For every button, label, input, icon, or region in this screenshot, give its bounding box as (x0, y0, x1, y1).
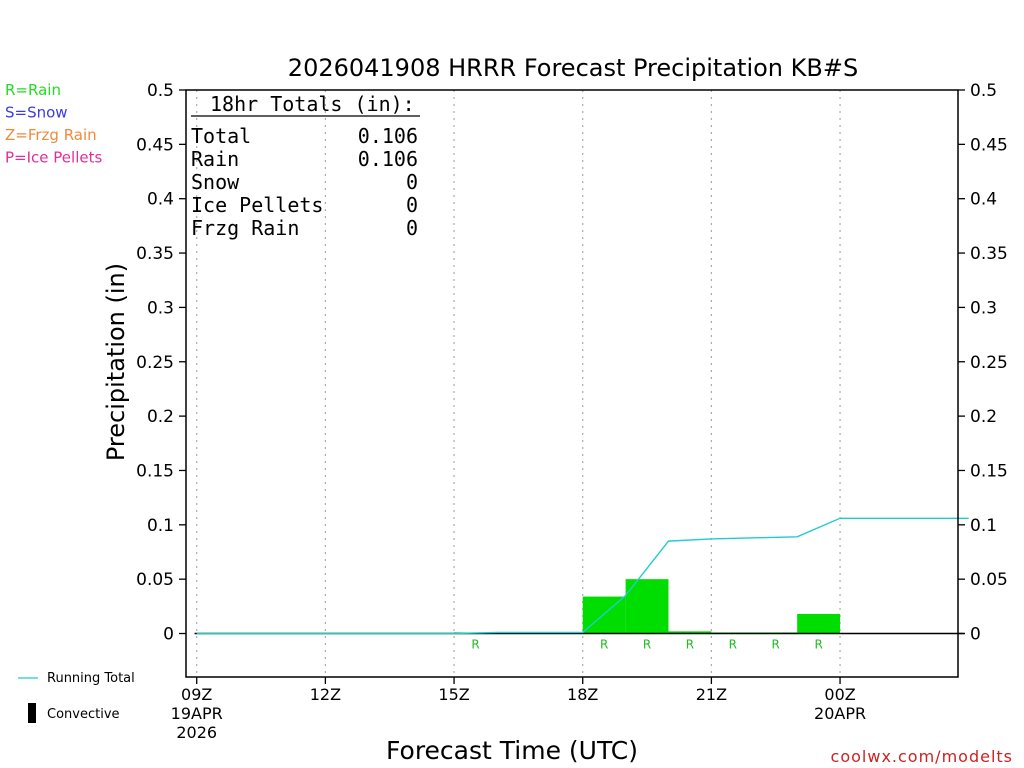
x-tick-label: 18Z (567, 685, 598, 704)
y-axis-left: 0 0.05 0.1 0.15 0.2 0.25 0.3 0.35 0.4 0.45 0.5 (136, 81, 186, 645)
convective-swatch (28, 703, 36, 723)
precip-bar-h12 (668, 631, 712, 634)
y-tick-label-left: 0.15 (136, 461, 174, 481)
totals-row-label: Ice Pellets (191, 193, 323, 217)
running-total-line (196, 517, 969, 635)
totals-row-value: 0.106 (358, 147, 418, 171)
precip-bar-h15 (797, 613, 841, 634)
running-total-legend-label: Running Total (47, 671, 135, 686)
totals-row-value: 0 (406, 193, 418, 217)
y-tick-label-left: 0.1 (147, 516, 174, 536)
grid-lines (196, 90, 841, 677)
y-tick-label-right: 0.45 (970, 135, 1008, 155)
y-tick-label-right: 0.5 (970, 81, 997, 101)
totals-row-label: Snow (191, 170, 240, 194)
hourly-bars (454, 579, 841, 634)
bottom-legend: Running Total Convective (18, 671, 135, 723)
y-tick-label-right: 0.05 (970, 570, 1008, 590)
type-legend-item: P=Ice Pellets (5, 149, 102, 167)
precip-type-code: R (814, 638, 822, 652)
precip-type-legend: R=Rain S=Snow Z=Frzg Rain P=Ice Pellets (5, 81, 102, 167)
y-tick-label-right: 0.4 (970, 190, 997, 210)
y-tick-label-right: 0.35 (970, 244, 1008, 264)
type-legend-item: Z=Frzg Rain (5, 126, 97, 144)
y-tick-label-right: 0.1 (970, 516, 997, 536)
precip-type-code: R (686, 638, 694, 652)
site-credit: coolwx.com/modelts (831, 747, 1013, 766)
x-tick-label: 09Z (181, 685, 212, 704)
y-tick-label-left: 0.05 (136, 570, 174, 590)
precip-type-code: R (772, 638, 780, 652)
totals-row-value: 0 (406, 216, 418, 240)
precip-bar-h10 (582, 596, 626, 634)
totals-row-label: Frzg Rain (191, 216, 299, 240)
x-tick-label: 12Z (310, 685, 341, 704)
convective-legend-label: Convective (47, 707, 120, 722)
x-axis-label: Forecast Time (UTC) (386, 736, 638, 765)
y-tick-label-right: 0 (970, 625, 981, 645)
y-tick-label-left: 0.3 (147, 298, 174, 318)
y-tick-label-left: 0.25 (136, 353, 174, 373)
y-tick-label-left: 0.35 (136, 244, 174, 264)
precip-type-code: R (600, 638, 608, 652)
totals-heading: 18hr Totals (in): (210, 92, 415, 116)
x-tick-date-label: 20APR (814, 704, 866, 723)
chart-title: 2026041908 HRRR Forecast Precipitation K… (288, 54, 858, 82)
totals-row-label: Rain (191, 147, 239, 171)
x-tick-label: 21Z (696, 685, 727, 704)
precip-bar-h11 (625, 579, 669, 634)
totals-rows: Total 0.106 Rain 0.106 Snow 0 Ice Pellets 0 Frzg… (191, 124, 418, 240)
x-tick-label: 15Z (438, 685, 469, 704)
y-tick-label-right: 0.2 (970, 407, 997, 427)
plot-frame (185, 89, 959, 678)
type-legend-item: R=Rain (5, 81, 61, 99)
y-tick-label-left: 0 (163, 625, 174, 645)
y-tick-label-right: 0.25 (970, 353, 1008, 373)
precip-type-code: R (643, 638, 651, 652)
x-tick-year-label: 2026 (176, 723, 217, 742)
totals-table: 18hr Totals (in): Total 0.106 Rain 0.106 Sno… (191, 92, 420, 240)
x-tick-label: 00Z (824, 685, 855, 704)
totals-row-value: 0.106 (358, 124, 418, 148)
type-legend-item: S=Snow (5, 104, 68, 122)
y-axis-label: Precipitation (in) (102, 263, 130, 461)
y-tick-label-right: 0.15 (970, 461, 1008, 481)
precip-type-code: R (471, 638, 479, 652)
totals-row-label: Total (191, 124, 251, 148)
y-tick-label-left: 0.4 (147, 190, 174, 210)
y-tick-label-right: 0.3 (970, 298, 997, 318)
totals-row-value: 0 (406, 170, 418, 194)
y-axis-right: 0 0.05 0.1 0.15 0.2 0.25 0.3 0.35 0.4 0.45 0.5 (958, 81, 1008, 645)
x-tick-date-label: 19APR (171, 704, 223, 723)
y-tick-label-left: 0.45 (136, 135, 174, 155)
y-tick-label-left: 0.5 (147, 81, 174, 101)
precip-type-code: R (729, 638, 737, 652)
y-tick-label-left: 0.2 (147, 407, 174, 427)
